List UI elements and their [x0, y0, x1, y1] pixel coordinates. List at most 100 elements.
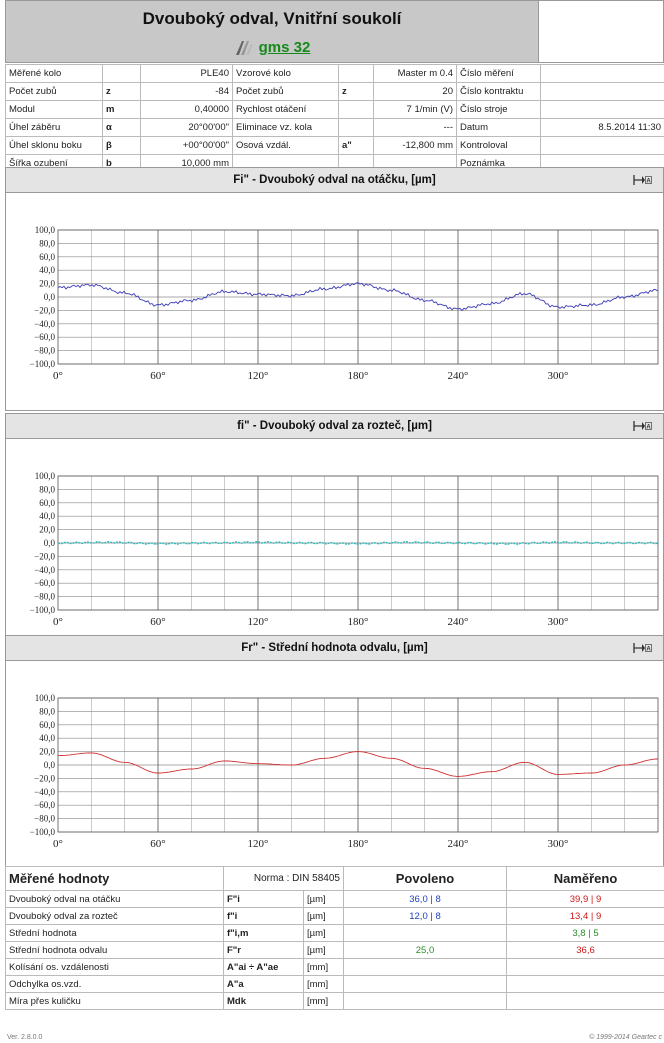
result-symbol: f"i [223, 907, 304, 925]
param-label: Modul [5, 100, 103, 119]
result-symbol: f"i,m [223, 924, 304, 942]
svg-text:A: A [646, 647, 651, 653]
result-row: Střední hodnota f"i,m [µm] 3,8 | 5 [5, 924, 664, 942]
param-symbol: α [102, 118, 141, 137]
result-row: Střední hodnota odvalu F"r [µm] 25,0 36,6 [5, 941, 664, 959]
result-measured: 39,9 | 9 [506, 890, 664, 908]
param-value [540, 64, 664, 83]
result-symbol: F"r [223, 941, 304, 959]
y-tick-label: 40,0 [39, 511, 55, 521]
result-allowed [343, 975, 507, 993]
result-symbol: A"ai ÷ A"ae [223, 958, 304, 976]
chart-panel-fi: fi" - Dvouboký odval za rozteč, [µm] A 1… [5, 413, 664, 657]
y-tick-label: −40,0 [34, 319, 55, 329]
y-tick-label: −80,0 [34, 346, 55, 356]
chart-plot: 100,0 80,0 60,0 40,0 20,0 0,0 −20,0 −40,0 −60,0 −… [30, 225, 659, 382]
x-tick-label: 240° [448, 616, 469, 628]
result-label: Dvouboký odval na otáčku [5, 890, 224, 908]
param-label: Datum [456, 118, 541, 137]
y-tick-label: −40,0 [34, 565, 55, 575]
logo-text: gms 32 [258, 39, 311, 56]
copyright-text: © 1999-2014 Geartec c [589, 1034, 662, 1041]
param-label: Počet zubů [232, 82, 339, 101]
x-tick-label: 180° [348, 838, 369, 850]
y-tick-label: 80,0 [39, 706, 55, 716]
result-allowed: 36,0 | 8 [343, 890, 507, 908]
y-tick-label: −80,0 [34, 814, 55, 824]
param-row: Měřené kolo PLE40 Vzorové kolo Master m 0.4… [5, 64, 664, 83]
y-tick-label: −60,0 [34, 332, 55, 342]
series-line [57, 540, 659, 546]
x-tick-label: 180° [348, 616, 369, 628]
param-symbol [338, 64, 374, 83]
param-value: 0,40000 [140, 100, 233, 119]
result-allowed [343, 958, 507, 976]
param-label: Rychlost otáčení [232, 100, 339, 119]
result-symbol: A"a [223, 975, 304, 993]
x-tick-label: 60° [150, 616, 165, 628]
params-table: Měřené kolo PLE40 Vzorové kolo Master m 0.4… [5, 64, 664, 173]
result-label: Střední hodnota odvalu [5, 941, 224, 959]
param-label: Číslo kontraktu [456, 82, 541, 101]
x-tick-label: 120° [248, 838, 269, 850]
param-label: Vzorové kolo [232, 64, 339, 83]
result-measured [506, 975, 664, 993]
param-label: Kontroloval [456, 136, 541, 155]
param-row: Modul m 0,40000 Rychlost otáčení 7 1/min (V)… [5, 100, 664, 119]
param-row: Počet zubů z -84 Počet zubů z 20 Číslo kontrak… [5, 82, 664, 101]
result-unit: [mm] [303, 975, 344, 993]
results-title: Měřené hodnoty [5, 866, 224, 891]
series-line [57, 282, 659, 312]
param-value [540, 136, 664, 155]
y-tick-label: −20,0 [34, 305, 55, 315]
chart-title: Fr" - Střední hodnota odvalu, [µm] A [6, 636, 663, 661]
x-tick-label: 0° [53, 370, 63, 382]
param-label: Úhel záběru [5, 118, 103, 137]
y-tick-label: 20,0 [39, 747, 55, 757]
param-row: Úhel záběru α 20°00'00" Eliminace vz. kola -… [5, 118, 664, 137]
param-label: Osová vzdál. [232, 136, 339, 155]
result-measured [506, 958, 664, 976]
report-page: Dvouboký odval, Vnitřní soukolí gms 32 M… [5, 0, 664, 1043]
param-value: 7 1/min (V) [373, 100, 457, 119]
y-tick-label: 0,0 [44, 538, 56, 548]
report-header: Dvouboký odval, Vnitřní soukolí gms 32 [5, 0, 664, 63]
chart-title-text: Fr" - Střední hodnota odvalu, [µm] [241, 642, 428, 654]
param-label: Číslo měření [456, 64, 541, 83]
param-value: PLE40 [140, 64, 233, 83]
y-tick-label: 100,0 [35, 225, 56, 235]
param-symbol: z [338, 82, 374, 101]
x-tick-label: 180° [348, 370, 369, 382]
result-allowed: 12,0 | 8 [343, 907, 507, 925]
param-row: Úhel sklonu boku β +00°00'00" Osová vzdál. a… [5, 136, 664, 155]
y-tick-label: 40,0 [39, 265, 55, 275]
y-tick-label: −20,0 [34, 773, 55, 783]
result-label: Dvouboký odval za rozteč [5, 907, 224, 925]
result-measured: 36,6 [506, 941, 664, 959]
y-tick-label: −60,0 [34, 800, 55, 810]
result-unit: [µm] [303, 924, 344, 942]
version-text: Ver. 2.8.0.0 [7, 1034, 43, 1041]
result-unit: [µm] [303, 890, 344, 908]
y-tick-label: 40,0 [39, 733, 55, 743]
result-label: Střední hodnota [5, 924, 224, 942]
y-tick-label: −80,0 [34, 592, 55, 602]
y-tick-label: −100,0 [30, 359, 56, 369]
result-allowed [343, 992, 507, 1010]
x-tick-label: 300° [548, 616, 569, 628]
title-box: Dvouboký odval, Vnitřní soukolí gms 32 [6, 1, 538, 62]
param-label: Měřené kolo [5, 64, 103, 83]
x-tick-label: 240° [448, 370, 469, 382]
gear-logo-icon [235, 40, 253, 55]
result-measured: 3,8 | 5 [506, 924, 664, 942]
x-tick-label: 60° [150, 370, 165, 382]
param-symbol: m [102, 100, 141, 119]
y-tick-label: 60,0 [39, 252, 55, 262]
chart-plot: 100,0 80,0 60,0 40,0 20,0 0,0 −20,0 −40,0 −60,0 −… [30, 693, 659, 850]
plot-frame [57, 229, 659, 365]
param-value: Master m 0.4 [373, 64, 457, 83]
results-table: Měřené hodnoty Norma : DIN 58405 Povolen… [5, 866, 664, 1010]
x-tick-label: 0° [53, 616, 63, 628]
